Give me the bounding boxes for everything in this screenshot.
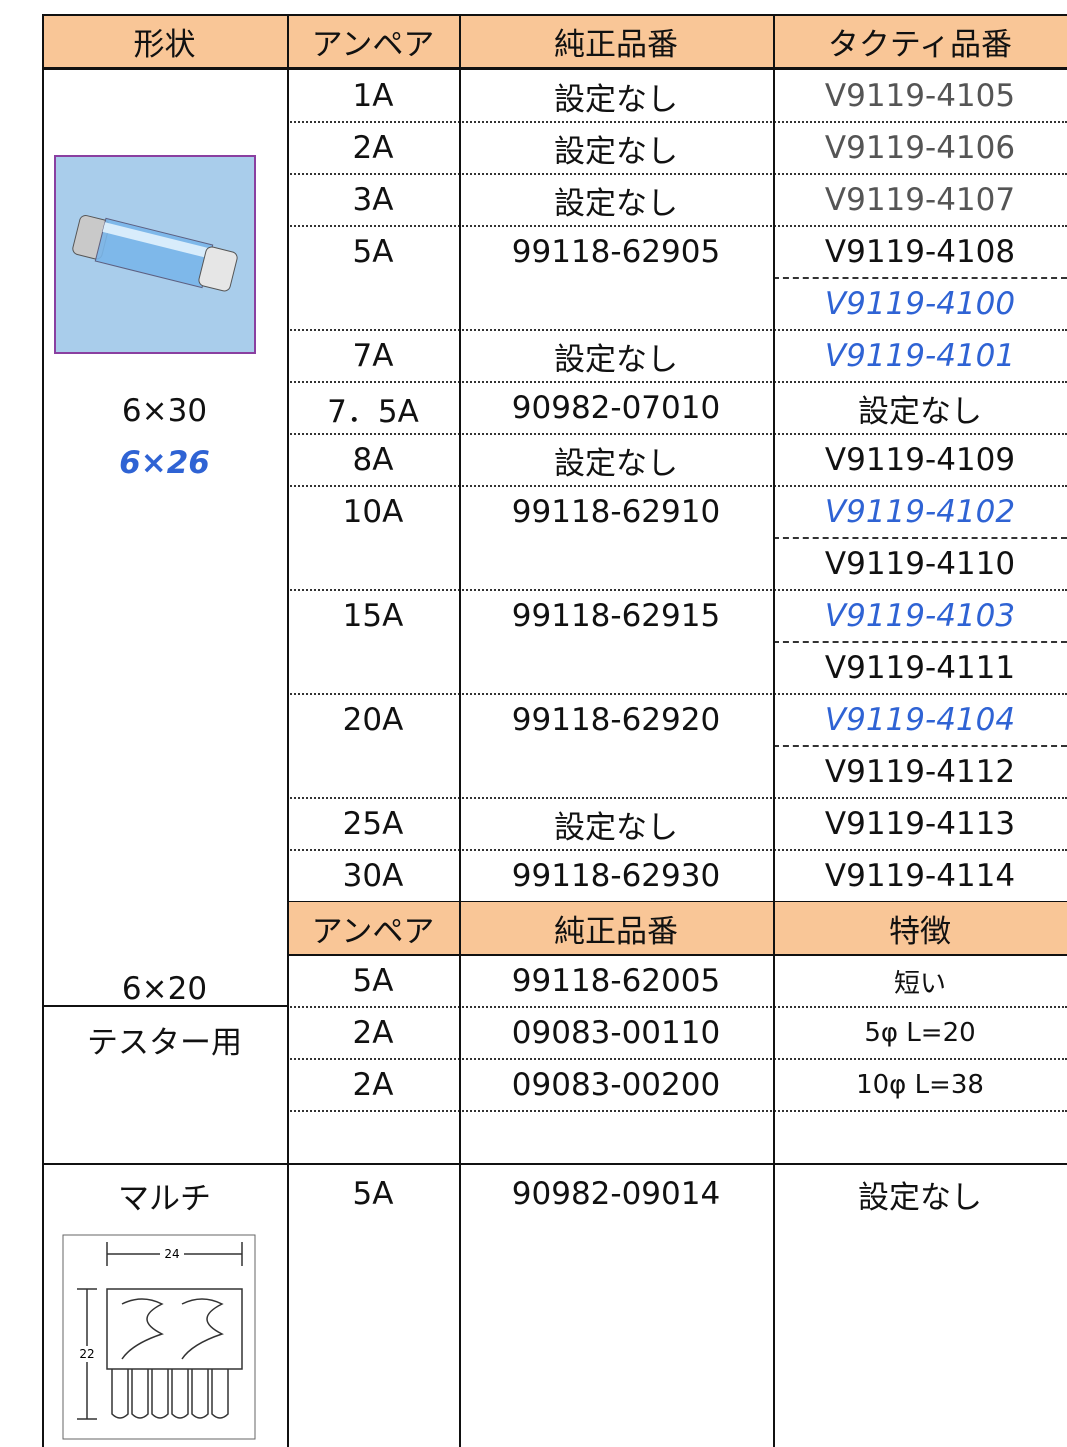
cell-text: 99118-62005: [511, 963, 721, 999]
row-line: [287, 329, 1067, 331]
row-line: [287, 1006, 1067, 1008]
cell-text: 設定なし: [554, 133, 678, 170]
cell-text: V9119-4100: [824, 286, 1016, 322]
cell-text: V9119-4114: [824, 858, 1016, 894]
cell-text: V9119-4102: [824, 494, 1016, 530]
cell-text: 90982-07010: [511, 390, 721, 426]
shape-label: マルチ: [118, 1180, 211, 1217]
cell-text: 設定なし: [554, 445, 678, 482]
shape-label: 6×26: [119, 445, 210, 481]
cell-text: 8A: [352, 442, 394, 478]
shape-label: 6×30: [121, 393, 208, 429]
cell-text: 形状: [133, 27, 196, 63]
row-line: [287, 954, 1067, 956]
cell-text: V9119-4110: [824, 546, 1016, 582]
cell-text: 純正品番: [554, 914, 678, 950]
cell-text: アンペア: [311, 27, 435, 63]
header-bg: [287, 902, 1067, 955]
cell-text: V9119-4107: [824, 182, 1016, 218]
cell-text: 5φ L=20: [864, 1018, 976, 1048]
row-line: [42, 1163, 1067, 1165]
cell-text: 7A: [352, 338, 394, 374]
cell-text: 20A: [342, 702, 404, 738]
cell-text: 5A: [352, 1176, 394, 1212]
cell-text: アンペア: [311, 914, 435, 950]
cell-text: 09083-00200: [511, 1067, 721, 1103]
row-line: [287, 693, 1067, 695]
cell-text: 7．5A: [327, 393, 419, 430]
column-line: [287, 14, 289, 1447]
cell-text: 5A: [352, 234, 394, 270]
cell-text: 1A: [352, 78, 394, 114]
row-line: [287, 225, 1067, 227]
cell-text: 設定なし: [858, 1179, 982, 1216]
cell-text: V9119-4104: [824, 702, 1016, 738]
row-line: [287, 589, 1067, 591]
column-line: [459, 14, 461, 1447]
cell-text: タクティ品番: [827, 27, 1013, 63]
cell-text: 3A: [352, 182, 394, 218]
row-line: [773, 537, 1067, 539]
cell-text: 99118-62930: [511, 858, 721, 894]
cell-text: 2A: [352, 1015, 394, 1051]
row-line: [287, 1058, 1067, 1060]
cell-text: V9119-4112: [824, 754, 1016, 790]
column-line: [773, 14, 775, 1447]
row-line: [42, 1005, 287, 1007]
cell-text: 30A: [342, 858, 404, 894]
cell-text: 設定なし: [554, 81, 678, 118]
cell-text: 99118-62915: [511, 598, 721, 634]
row-line: [287, 121, 1067, 123]
cell-text: 特徴: [889, 914, 951, 950]
cell-text: V9119-4108: [824, 234, 1016, 270]
row-line: [42, 67, 1067, 70]
row-line: [287, 433, 1067, 435]
row-line: [773, 745, 1067, 747]
cell-text: 2A: [352, 1067, 394, 1103]
cell-text: 99118-62905: [511, 234, 721, 270]
cell-text: 09083-00110: [511, 1015, 721, 1051]
cell-text: 99118-62910: [511, 494, 721, 530]
shape-label: 6×20: [121, 971, 208, 1007]
cell-text: V9119-4105: [824, 78, 1016, 114]
cell-text: 設定なし: [858, 393, 982, 430]
dim-label: 24: [164, 1247, 179, 1261]
cell-text: V9119-4113: [824, 806, 1016, 842]
cell-text: 90982-09014: [511, 1176, 721, 1212]
row-line: [287, 1110, 1067, 1112]
shape-label: テスター用: [87, 1024, 242, 1061]
row-line: [773, 641, 1067, 643]
header-bg: [42, 15, 1067, 68]
cell-text: 5A: [352, 963, 394, 999]
dim-label: 22: [79, 1347, 94, 1361]
cell-text: 10A: [342, 494, 404, 530]
cell-text: 10φ L=38: [856, 1070, 984, 1100]
row-line: [287, 381, 1067, 383]
cell-text: 2A: [352, 130, 394, 166]
cell-text: V9119-4103: [824, 598, 1016, 634]
cell-text: 設定なし: [554, 185, 678, 222]
cell-text: 短い: [893, 968, 946, 999]
cell-text: V9119-4111: [824, 650, 1016, 686]
row-line: [287, 485, 1067, 487]
cell-text: 25A: [342, 806, 404, 842]
cell-text: V9119-4109: [824, 442, 1016, 478]
cell-text: 15A: [342, 598, 404, 634]
cell-text: 99118-62920: [511, 702, 721, 738]
cell-text: 純正品番: [554, 27, 678, 63]
cell-text: 設定なし: [554, 341, 678, 378]
fuse-image: [54, 155, 256, 354]
cell-text: V9119-4101: [824, 338, 1016, 374]
row-line: [42, 14, 1067, 16]
row-line: [287, 797, 1067, 799]
cell-text: 設定なし: [554, 809, 678, 846]
multi-fuse-diagram: 24 22: [62, 1234, 256, 1440]
row-line: [287, 849, 1067, 851]
row-line: [287, 173, 1067, 175]
column-line: [42, 14, 44, 1447]
cell-text: V9119-4106: [824, 130, 1016, 166]
row-line: [773, 277, 1067, 279]
